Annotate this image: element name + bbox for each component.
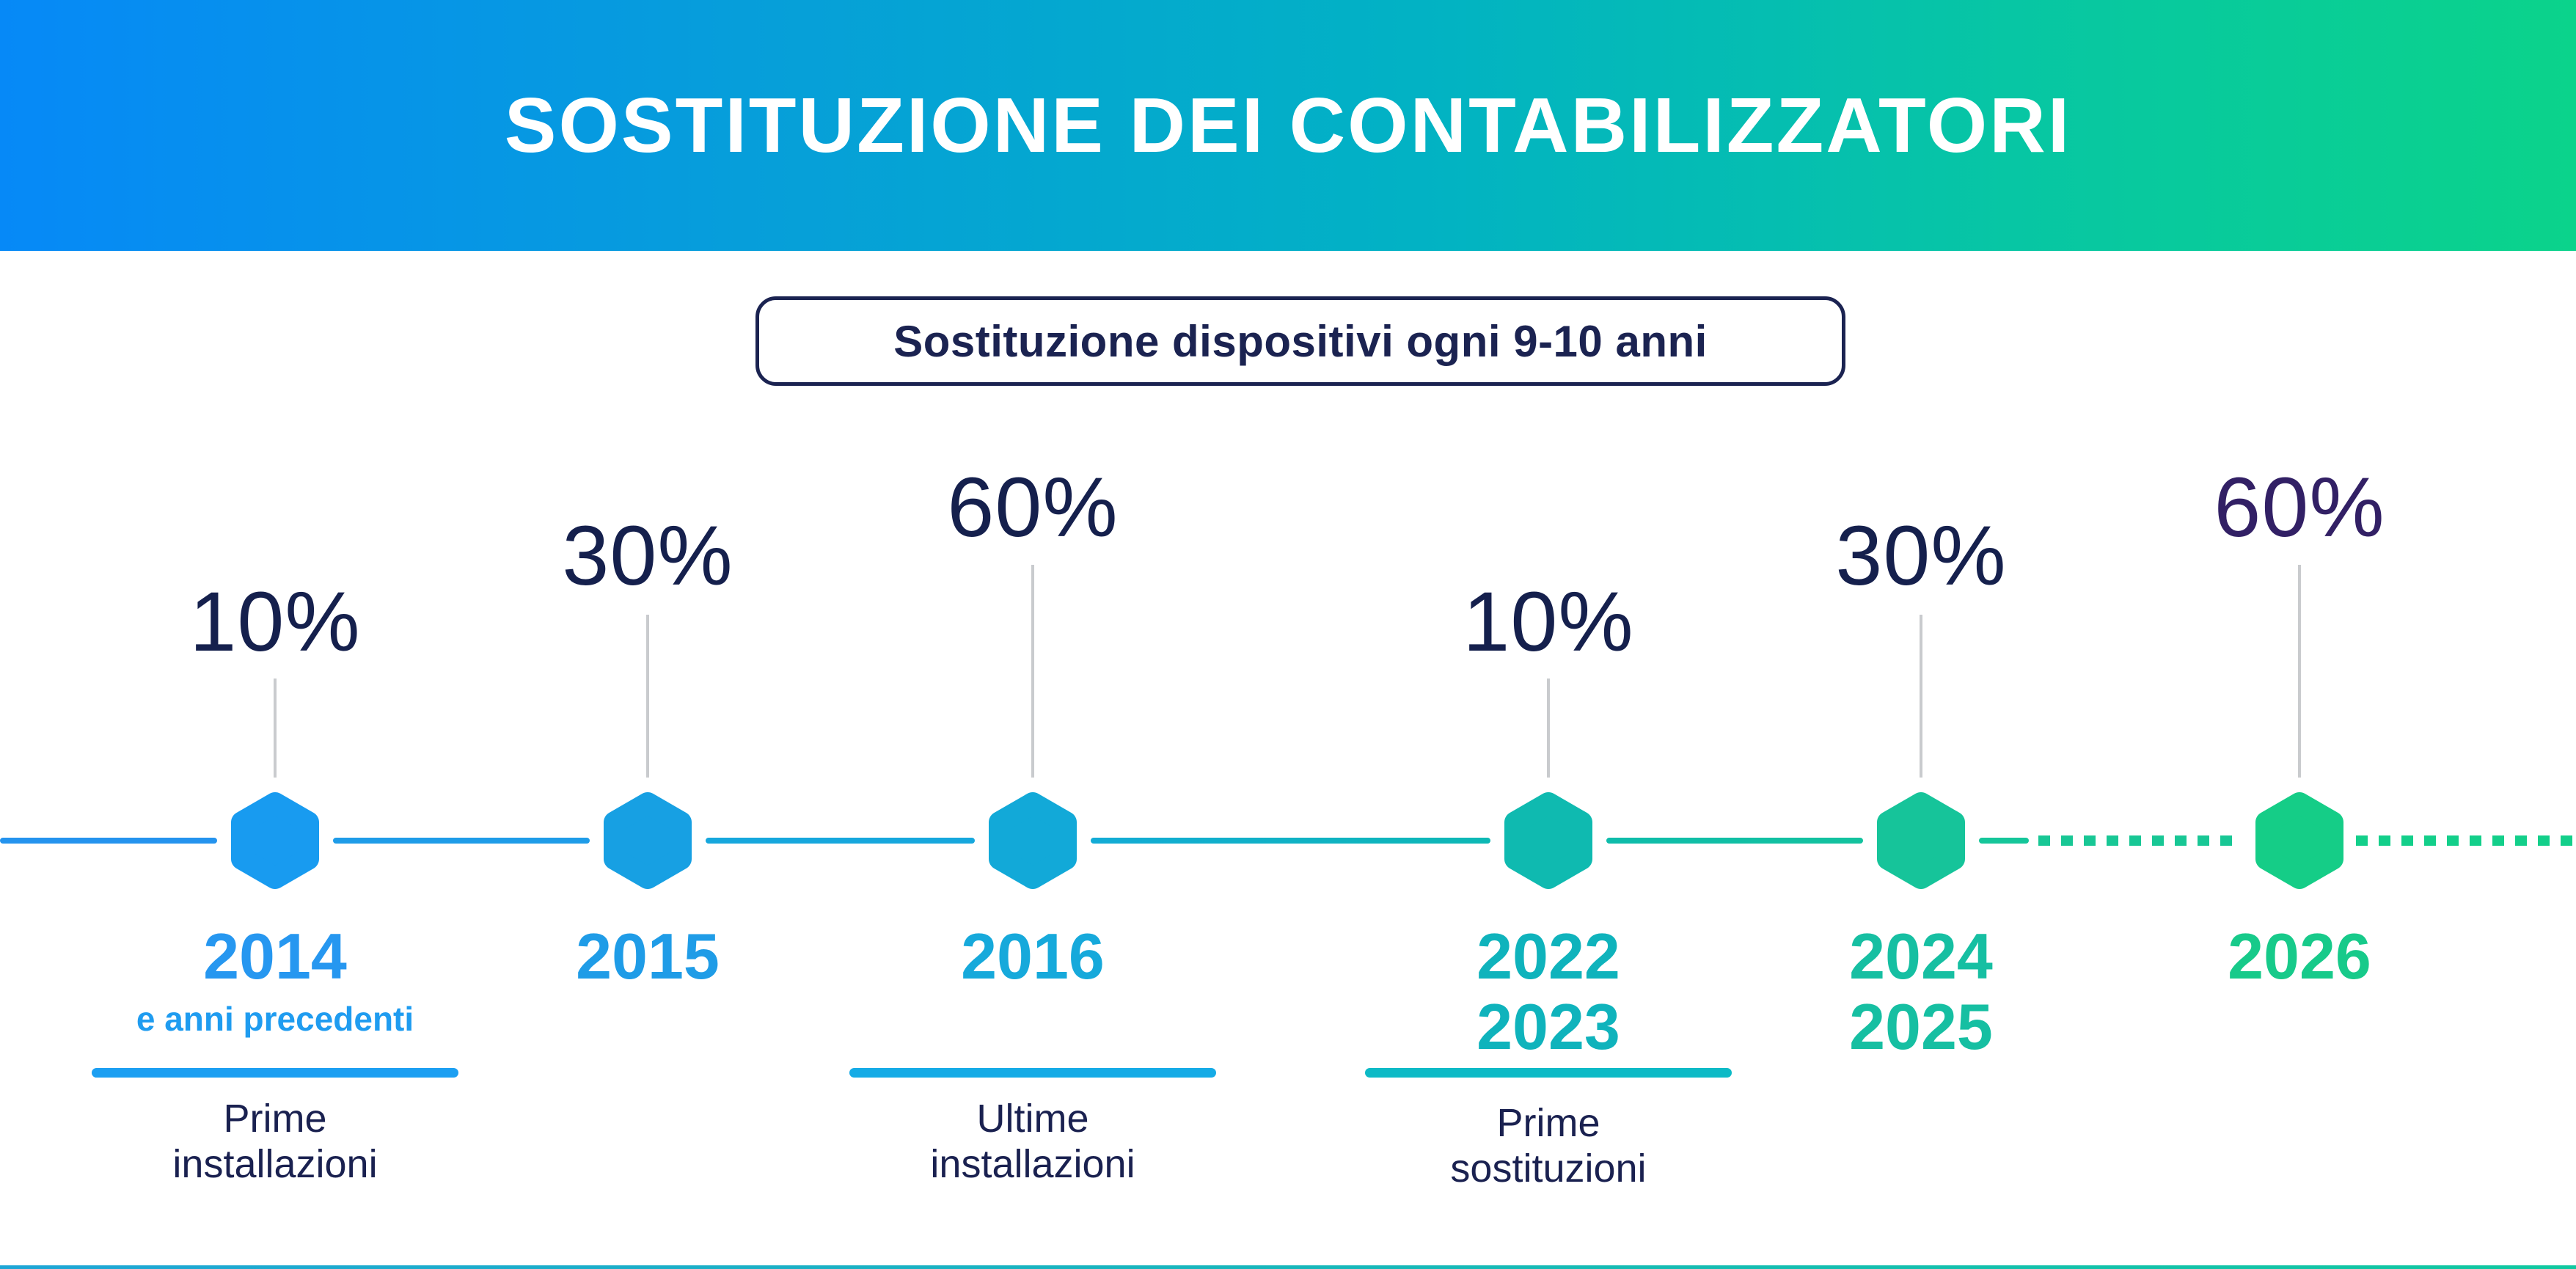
year-label: 2016 (961, 920, 1105, 992)
timeline-segment (1979, 838, 2029, 844)
percentage-label: 60% (947, 461, 1119, 555)
bottom-divider (0, 1265, 2576, 1269)
percentage-label: 10% (189, 575, 361, 669)
year-label: 2024 2025 (1849, 920, 1993, 1063)
hexagon-marker (604, 792, 692, 889)
header-banner: SOSTITUZIONE DEI CONTABILIZZATORI (0, 0, 2576, 251)
timeline-segment (333, 838, 590, 844)
hexagon-marker (2255, 792, 2343, 889)
connector-line (2298, 565, 2301, 778)
year-label: 2022 2023 (1477, 920, 1620, 1063)
connector-line (646, 615, 649, 778)
year-label: 2026 (2228, 920, 2371, 992)
timeline-dashed-segment (2038, 835, 2242, 846)
timeline-segment (1606, 838, 1863, 844)
year-subtitle: e anni precedenti (136, 1000, 414, 1038)
percentage-label: 10% (1463, 575, 1634, 669)
hexagon-marker (1504, 792, 1592, 889)
connector-line (274, 679, 277, 778)
year-label: 2015 (576, 920, 720, 992)
period-description: Prime sostituzioni (1450, 1101, 1647, 1191)
timeline-segment (0, 838, 217, 844)
timeline-segment (1091, 838, 1490, 844)
percentage-label: 60% (2214, 461, 2385, 555)
period-description: Ultime installazioni (930, 1097, 1135, 1187)
hexagon-marker (989, 792, 1077, 889)
percentage-label: 30% (562, 509, 733, 603)
period-underline (92, 1068, 458, 1078)
connector-line (1920, 615, 1922, 778)
connector-line (1031, 565, 1034, 778)
timeline-dashed-segment (2356, 835, 2576, 846)
percentage-label: 30% (1835, 509, 2007, 603)
hexagon-marker (231, 792, 319, 889)
period-underline (849, 1068, 1216, 1078)
replacement-interval-callout: Sostituzione dispositivi ogni 9-10 anni (755, 296, 1845, 386)
connector-line (1547, 679, 1550, 778)
period-description: Prime installazioni (172, 1097, 378, 1187)
page-title: SOSTITUZIONE DEI CONTABILIZZATORI (504, 81, 2072, 169)
timeline-segment (706, 838, 975, 844)
year-label: 2014 (203, 920, 347, 992)
hexagon-marker (1877, 792, 1965, 889)
period-underline (1365, 1068, 1732, 1078)
callout-text: Sostituzione dispositivi ogni 9-10 anni (893, 316, 1708, 366)
